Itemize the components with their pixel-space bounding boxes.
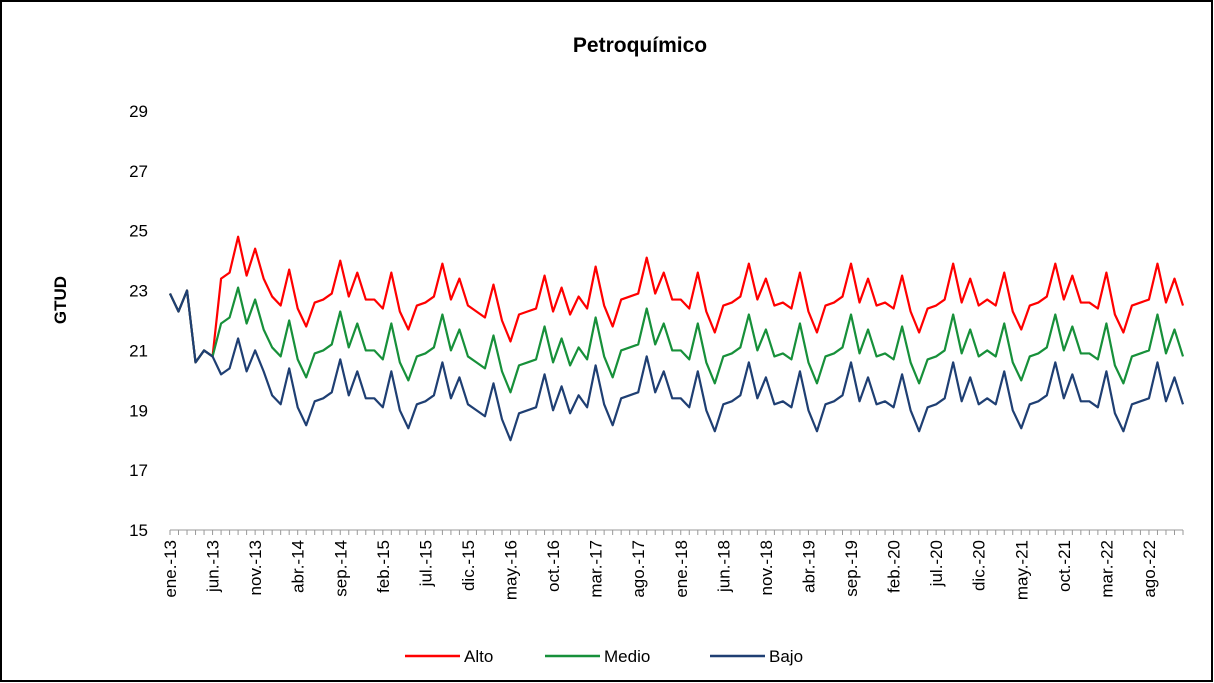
y-tick-label: 19 xyxy=(129,401,148,420)
line-series xyxy=(169,235,1185,364)
x-tick-label: sep.-19 xyxy=(842,540,861,597)
x-tick-label: ene.-13 xyxy=(161,540,180,598)
y-tick-label: 25 xyxy=(129,222,148,241)
x-tick-label: mar.-17 xyxy=(587,540,606,598)
x-tick-label: jul.-20 xyxy=(927,540,946,587)
x-tick-label: nov.-13 xyxy=(246,540,265,595)
chart-title: Petroquímico xyxy=(573,34,707,57)
x-tick-label: abr.-19 xyxy=(799,540,818,593)
x-tick-label: oct.-21 xyxy=(1055,540,1074,592)
x-tick-label: dic.-20 xyxy=(970,540,989,591)
y-axis-label: GTUD xyxy=(51,276,70,324)
y-tick-label: 17 xyxy=(129,461,148,480)
line-series xyxy=(169,286,1185,394)
x-tick-label: abr.-14 xyxy=(289,540,308,593)
line-series xyxy=(169,289,1185,442)
legend-label: Bajo xyxy=(769,647,803,666)
x-tick-label: jun.-18 xyxy=(714,540,733,593)
x-tick-label: ene.-18 xyxy=(672,540,691,598)
y-tick-label: 27 xyxy=(129,162,148,181)
legend-label: Medio xyxy=(604,647,650,666)
x-tick-label: ago.-22 xyxy=(1140,540,1159,598)
x-tick-label: jun.-13 xyxy=(204,540,223,593)
x-tick-label: may.-16 xyxy=(502,540,521,600)
x-tick-label: dic.-15 xyxy=(459,540,478,591)
y-tick-label: 21 xyxy=(129,341,148,360)
x-tick-label: nov.-18 xyxy=(757,540,776,595)
legend-label: Alto xyxy=(464,647,493,666)
x-tick-label: feb.-20 xyxy=(885,540,904,593)
x-tick-label: may.-21 xyxy=(1012,540,1031,600)
x-tick-label: sep.-14 xyxy=(331,540,350,597)
x-tick-label: oct.-16 xyxy=(544,540,563,592)
x-tick-label: mar.-22 xyxy=(1097,540,1116,598)
x-tick-label: ago.-17 xyxy=(629,540,648,598)
x-tick-label: feb.-15 xyxy=(374,540,393,593)
y-tick-label: 23 xyxy=(129,282,148,301)
x-tick-label: jul.-15 xyxy=(416,540,435,587)
y-tick-label: 15 xyxy=(129,521,148,540)
y-tick-label: 29 xyxy=(129,102,148,121)
